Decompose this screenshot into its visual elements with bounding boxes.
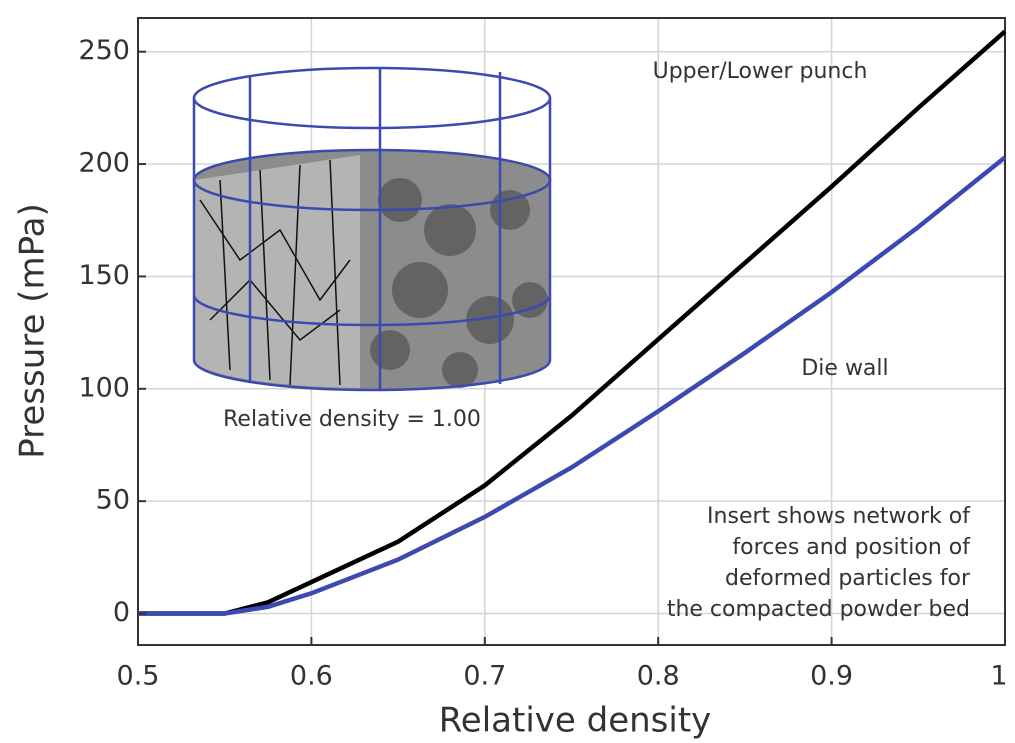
series-line (138, 155, 1007, 616)
y-tick-label: 200 (78, 148, 130, 179)
note-line: the compacted powder bed (667, 597, 970, 622)
note-line: Insert shows network of (707, 504, 971, 529)
insert-label: Relative density = 1.00 (223, 407, 481, 432)
series-label: Die wall (801, 356, 888, 381)
y-tick-label: 250 (78, 35, 130, 66)
plot-frame (137, 17, 1006, 646)
y-axis-title: Pressure (mPa) (13, 203, 53, 458)
x-tick-label: 0.8 (637, 661, 680, 692)
y-tick-label: 150 (78, 260, 130, 291)
note-line: forces and position of (732, 535, 971, 560)
y-tick-label: 50 (96, 485, 130, 516)
x-tick-label: 0.7 (463, 661, 506, 692)
x-tick-label: 0.5 (117, 661, 160, 692)
lines (138, 29, 1007, 616)
series-label: Upper/Lower punch (653, 59, 868, 84)
y-tick-label: 0 (113, 597, 130, 628)
note-line: deformed particles for (725, 566, 971, 591)
x-axis-title: Relative density (439, 701, 712, 741)
series-line (138, 29, 1007, 616)
insert-image (192, 66, 552, 392)
y-tick-label: 100 (78, 372, 130, 403)
x-tick-label: 0.9 (810, 661, 853, 692)
x-tick-label: 0.6 (290, 661, 333, 692)
x-tick-label: 1 (990, 661, 1007, 692)
